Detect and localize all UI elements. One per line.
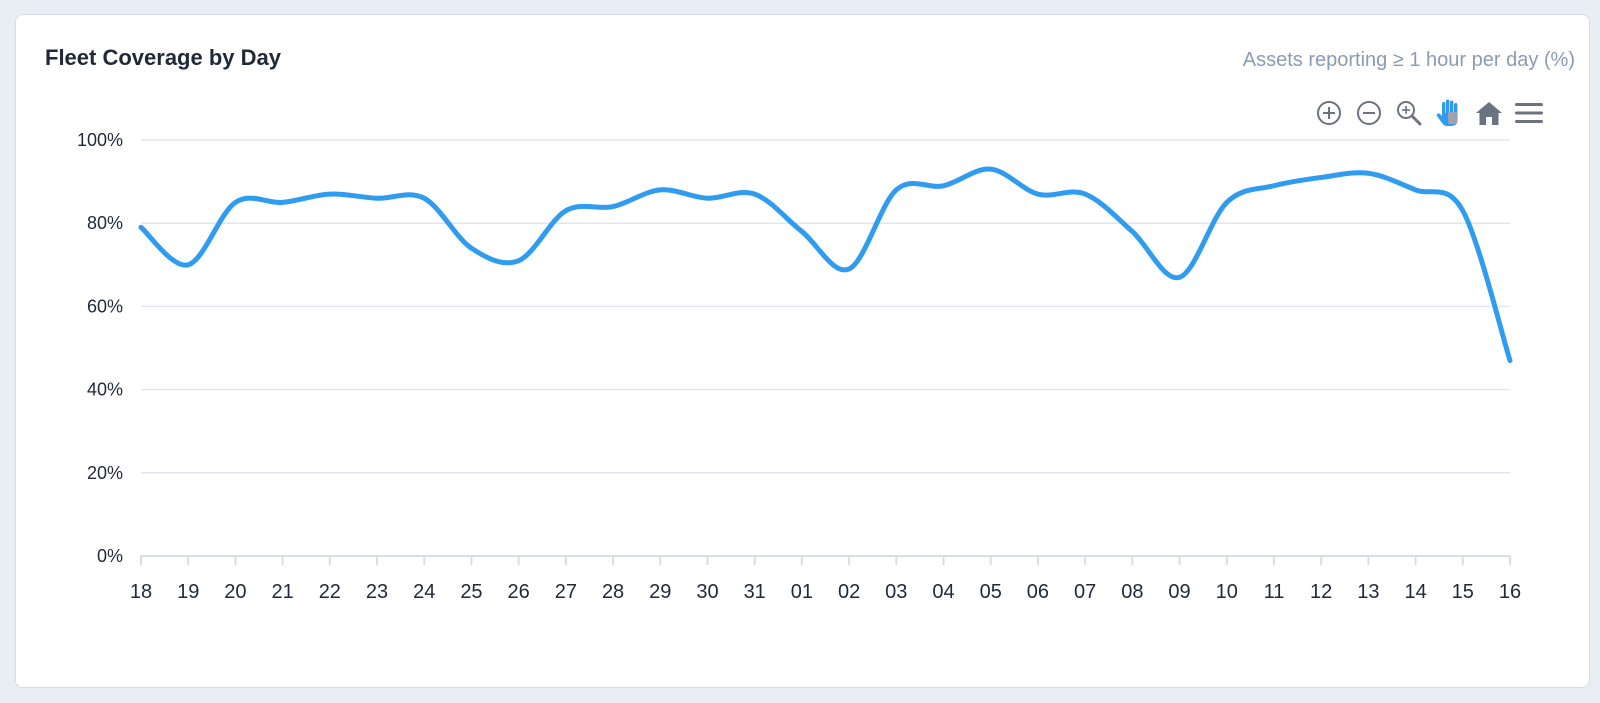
pan-hand-icon xyxy=(1436,99,1458,126)
data-point[interactable] xyxy=(1457,205,1469,217)
data-point[interactable] xyxy=(654,184,666,196)
data-point[interactable] xyxy=(229,196,241,208)
data-point[interactable] xyxy=(1315,171,1327,183)
data-point[interactable] xyxy=(371,192,383,204)
x-tick-label: 28 xyxy=(602,581,624,603)
y-tick-label: 100% xyxy=(77,130,123,150)
x-tick-label: 07 xyxy=(1074,581,1096,603)
x-tick-label: 25 xyxy=(460,581,482,603)
line-chart[interactable]: 0% 20% 40% 60% 80% 100% 18 19 20 21 22 23 24 25 26 27 2… xyxy=(16,15,1591,689)
x-tick-label: 02 xyxy=(838,581,860,603)
data-point[interactable] xyxy=(1221,196,1233,208)
reset-home-button[interactable] xyxy=(1473,97,1505,129)
x-tick-label: 19 xyxy=(177,581,199,603)
x-tick-label: 26 xyxy=(508,581,530,603)
data-point[interactable] xyxy=(890,184,902,196)
x-tick-label: 12 xyxy=(1310,581,1332,603)
x-tick-label: 04 xyxy=(932,581,954,603)
data-point[interactable] xyxy=(560,205,572,217)
y-axis-labels: 0% 20% 40% 60% 80% 100% xyxy=(77,130,123,566)
series-line[interactable] xyxy=(138,166,1513,363)
data-point[interactable] xyxy=(1174,271,1186,283)
x-tick-label: 10 xyxy=(1216,581,1238,603)
data-point[interactable] xyxy=(796,226,808,238)
x-tick-label: 15 xyxy=(1452,581,1474,603)
data-point[interactable] xyxy=(985,163,997,175)
data-point[interactable] xyxy=(1032,188,1044,200)
zoom-out-button[interactable] xyxy=(1353,97,1385,129)
pan-button[interactable] xyxy=(1433,97,1465,129)
x-tick-label: 03 xyxy=(885,581,907,603)
zoom-out-icon xyxy=(1357,101,1381,125)
grid-lines xyxy=(141,139,1510,474)
data-point[interactable] xyxy=(418,192,430,204)
x-tick-label: 29 xyxy=(649,581,671,603)
x-tick-label: 21 xyxy=(271,581,293,603)
x-tick-label: 06 xyxy=(1027,581,1049,603)
data-point[interactable] xyxy=(324,188,336,200)
data-point[interactable] xyxy=(1126,226,1138,238)
data-point[interactable] xyxy=(1268,180,1280,192)
menu-button[interactable] xyxy=(1513,97,1545,129)
data-point[interactable] xyxy=(843,263,855,275)
y-tick-label: 40% xyxy=(87,380,123,400)
data-point[interactable] xyxy=(1410,184,1422,196)
data-point[interactable] xyxy=(1362,167,1374,179)
chart-title: Fleet Coverage by Day xyxy=(45,45,281,70)
data-point[interactable] xyxy=(607,201,619,213)
y-tick-label: 60% xyxy=(87,296,123,316)
x-tick-label: 30 xyxy=(696,581,718,603)
x-tick-label: 23 xyxy=(366,581,388,603)
x-tick-label: 08 xyxy=(1121,581,1143,603)
chart-subtitle: Assets reporting ≥ 1 hour per day (%) xyxy=(1242,49,1575,71)
menu-icon xyxy=(1515,103,1543,123)
x-tick-label: 20 xyxy=(224,581,246,603)
x-tick-label: 24 xyxy=(413,581,435,603)
zoom-in-icon xyxy=(1317,101,1341,125)
x-tick-label: 05 xyxy=(980,581,1002,603)
selection-zoom-button[interactable] xyxy=(1393,97,1425,129)
data-point[interactable] xyxy=(465,242,477,254)
data-point[interactable] xyxy=(1504,354,1516,366)
x-tick-label: 22 xyxy=(319,581,341,603)
x-tick-label: 11 xyxy=(1264,581,1285,603)
x-tick-label: 16 xyxy=(1499,581,1521,603)
data-point[interactable] xyxy=(1079,188,1091,200)
data-point[interactable] xyxy=(701,192,713,204)
data-point[interactable] xyxy=(938,180,950,192)
x-tick-label: 13 xyxy=(1357,581,1379,603)
x-tick-label: 01 xyxy=(791,581,813,603)
data-point[interactable] xyxy=(135,221,147,233)
reset-home-icon xyxy=(1476,102,1502,125)
chart-card: Fleet Coverage by Day Assets reporting ≥… xyxy=(15,14,1590,688)
selection-zoom-icon xyxy=(1397,101,1422,126)
y-tick-label: 0% xyxy=(97,546,123,566)
data-point[interactable] xyxy=(182,259,194,271)
data-point[interactable] xyxy=(749,188,761,200)
zoom-in-button[interactable] xyxy=(1313,97,1345,129)
x-axis: 18 19 20 21 22 23 24 25 26 27 28 29 30 31 01 02 03 04 05 06… xyxy=(130,555,1521,603)
chart-toolbar xyxy=(1313,97,1545,129)
x-tick-label: 27 xyxy=(555,581,577,603)
x-tick-label: 18 xyxy=(130,581,152,603)
x-tick-label: 31 xyxy=(744,581,766,603)
x-tick-label: 14 xyxy=(1404,581,1426,603)
y-tick-label: 80% xyxy=(87,213,123,233)
data-point[interactable] xyxy=(513,255,525,267)
series-lines xyxy=(135,163,1516,366)
data-point[interactable] xyxy=(277,196,289,208)
x-tick-label: 09 xyxy=(1168,581,1190,603)
y-tick-label: 20% xyxy=(87,463,123,483)
